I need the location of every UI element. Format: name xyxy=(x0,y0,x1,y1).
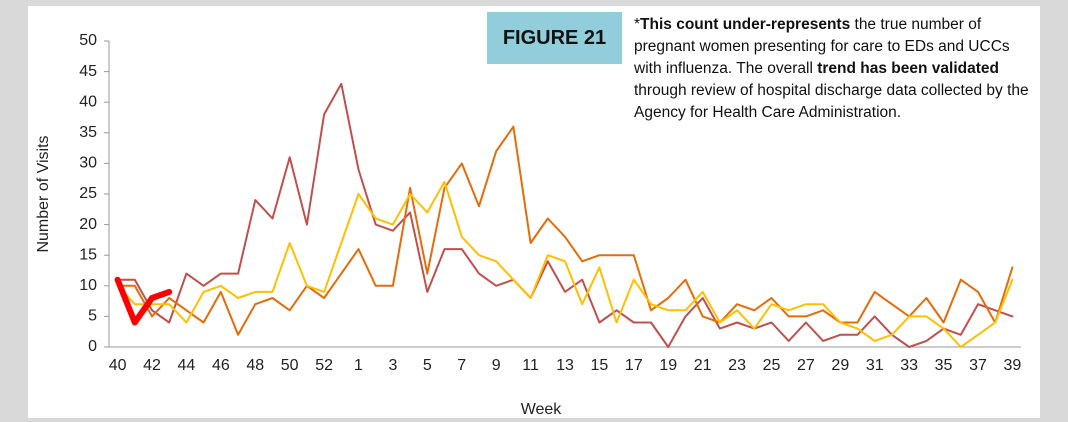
x-tick-label: 48 xyxy=(246,357,264,374)
x-tick-label: 33 xyxy=(900,357,918,374)
x-tick-label: 29 xyxy=(831,357,849,374)
series-line xyxy=(116,82,1014,348)
note-text: through review of hospital discharge dat… xyxy=(634,82,1029,121)
x-tick-label: 31 xyxy=(866,357,884,374)
x-tick-label: 19 xyxy=(659,357,677,374)
x-tick-label: 1 xyxy=(354,357,363,374)
x-tick-label: 7 xyxy=(457,357,466,374)
x-tick-label: 42 xyxy=(143,357,161,374)
x-tick-label: 46 xyxy=(212,357,230,374)
x-tick-label: 21 xyxy=(694,357,712,374)
x-tick-label: 11 xyxy=(522,357,539,374)
y-tick-label: 15 xyxy=(79,246,97,263)
y-axis-label: Number of Visits xyxy=(35,135,52,252)
panel xyxy=(28,6,1040,418)
x-tick-label: 40 xyxy=(109,357,127,374)
x-tick-label: 9 xyxy=(492,357,501,374)
x-tick-label: 52 xyxy=(315,357,333,374)
y-tick-label: 45 xyxy=(79,63,97,80)
note: *This count under-represents the true nu… xyxy=(634,14,1034,124)
x-tick-label: 25 xyxy=(763,357,781,374)
x-tick-label: 50 xyxy=(281,357,299,374)
series-line xyxy=(116,125,1014,336)
y-tick-label: 0 xyxy=(88,338,97,355)
y-tick-label: 30 xyxy=(79,155,97,172)
series-line xyxy=(114,276,173,326)
series-line xyxy=(116,180,1014,348)
x-tick-label: 35 xyxy=(935,357,953,374)
x-axis-label: Week xyxy=(521,401,563,418)
x-tick-label: 17 xyxy=(625,357,643,374)
x-tick-label: 23 xyxy=(728,357,746,374)
x-tick-label: 37 xyxy=(969,357,987,374)
x-tick-label: 15 xyxy=(591,357,609,374)
x-tick-label: 44 xyxy=(178,357,196,374)
y-tick-label: 35 xyxy=(79,124,97,141)
x-tick-label: 5 xyxy=(423,357,432,374)
y-tick-label: 40 xyxy=(79,93,97,110)
figure-label: FIGURE 21 xyxy=(487,12,622,64)
note-text: This count under-represents xyxy=(640,16,851,33)
x-tick-label: 27 xyxy=(797,357,815,374)
note-text: * xyxy=(634,16,641,33)
x-tick-label: 3 xyxy=(388,357,397,374)
y-tick-label: 10 xyxy=(79,277,97,294)
x-tick-label: 13 xyxy=(556,357,574,374)
y-tick-label: 25 xyxy=(79,185,97,202)
note-text: trend has been validated xyxy=(817,60,999,77)
x-tick-label: 39 xyxy=(1003,357,1021,374)
y-tick-label: 50 xyxy=(79,32,97,49)
note-text: the true number of pregnant women presen… xyxy=(634,16,1010,77)
y-tick-label: 5 xyxy=(88,308,97,325)
y-tick-label: 20 xyxy=(79,216,97,233)
